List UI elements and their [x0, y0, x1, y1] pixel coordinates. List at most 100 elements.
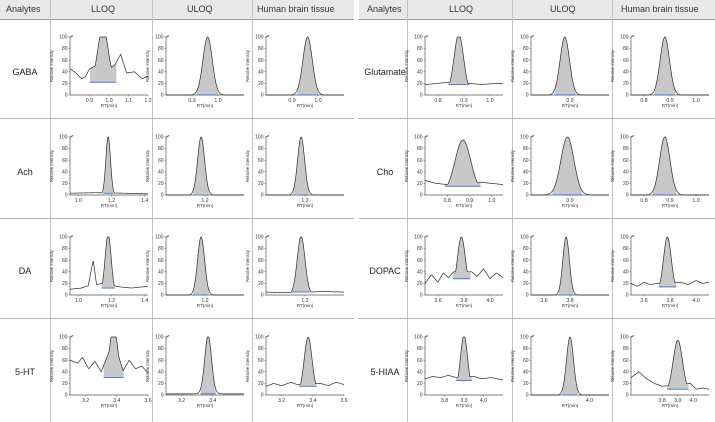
- peak-area: [558, 237, 574, 295]
- chromatogram-trace: [166, 236, 244, 296]
- y-tick-label: 60: [523, 58, 529, 64]
- y-tick-label: 20: [158, 81, 164, 87]
- column-divider: [512, 0, 513, 422]
- axis-top-marker: [69, 35, 74, 38]
- peak-area: [200, 337, 216, 394]
- x-tick-label: 1.0: [692, 98, 699, 104]
- y-tick-label: 40: [258, 169, 264, 175]
- x-tick-label: 0.9: [288, 98, 295, 104]
- x-axis-label: RT(min): [101, 303, 118, 308]
- y-tick-label: 20: [258, 381, 264, 387]
- x-tick-label: 3.9: [674, 398, 681, 404]
- left-panel: Analytes LLOQ ULOQ Human brain tissue GA…: [0, 0, 354, 422]
- y-tick-label: 40: [258, 69, 264, 75]
- peak-area: [452, 237, 471, 279]
- y-tick-label: 20: [623, 281, 629, 287]
- y-tick-label: 20: [623, 81, 629, 87]
- column-divider: [50, 0, 51, 422]
- header-lloq: LLOQ: [449, 4, 474, 14]
- axis-top-marker: [530, 335, 535, 338]
- y-tick-label: 20: [417, 181, 423, 187]
- y-tick-label: 100: [520, 335, 529, 341]
- y-tick-label: 80: [417, 46, 423, 52]
- column-divider: [612, 0, 613, 422]
- column-divider: [252, 0, 253, 422]
- x-tick-label: 1.2: [108, 298, 115, 304]
- x-tick-label: 4.0: [480, 398, 487, 404]
- y-axis-label: Relative Intensity: [245, 49, 250, 82]
- y-tick-label: 0: [65, 393, 68, 399]
- y-tick-label: 80: [258, 246, 264, 252]
- x-tick-label: 4.0: [690, 398, 697, 404]
- y-axis-label: Relative Intensity: [610, 349, 615, 382]
- right-panel: Analytes LLOQ ULOQ Human brain tissue Gl…: [359, 0, 715, 422]
- peak-area: [193, 237, 209, 295]
- y-tick-label: 100: [620, 135, 629, 141]
- x-tick-label: 0.8: [434, 98, 441, 104]
- chromatogram-dopac-lloq: Relative Intensity 0 20 40 60 80 100 3.6 3.8 4.0 R…: [404, 235, 504, 308]
- y-axis-label: Relative Intensity: [510, 149, 515, 182]
- axis-top-marker: [630, 35, 635, 38]
- y-tick-label: 0: [526, 193, 529, 199]
- chromatogram-5-ht-lloq: Relative Intensity 0 20 40 60 80 100 3.2 3.4 3.6 R…: [49, 335, 152, 408]
- x-axis-label: RT(min): [562, 303, 579, 308]
- x-tick-label: 4.0: [692, 298, 699, 304]
- y-tick-label: 40: [523, 69, 529, 75]
- chromatogram-trace: [69, 136, 149, 195]
- chromatogram-trace: [265, 236, 345, 294]
- y-tick-label: 60: [623, 258, 629, 264]
- y-tick-label: 80: [623, 346, 629, 352]
- y-tick-label: 20: [62, 281, 68, 287]
- y-axis-label: Relative Intensity: [49, 149, 54, 182]
- chromatogram-trace: [531, 36, 609, 96]
- x-tick-label: 3.6: [540, 298, 547, 304]
- x-tick-label: 1.0: [75, 298, 82, 304]
- x-axis-label: RT(min): [456, 303, 473, 308]
- y-tick-label: 100: [414, 135, 423, 141]
- peak-area: [652, 137, 677, 195]
- y-tick-label: 60: [62, 58, 68, 64]
- column-divider: [152, 0, 153, 422]
- y-tick-label: 20: [62, 381, 68, 387]
- row-divider: [359, 218, 715, 219]
- y-tick-label: 60: [417, 358, 423, 364]
- x-tick-label: 3.6: [640, 298, 647, 304]
- axis-top-marker: [424, 35, 429, 38]
- x-tick-label: 3.6: [434, 298, 441, 304]
- x-tick-label: 1.0: [488, 198, 495, 204]
- chromatogram-cho-tissue: Relative Intensity 0 20 40 60 80 100 0.8 0.9 1.0 R…: [610, 135, 709, 208]
- y-tick-label: 20: [158, 181, 164, 187]
- chromatogram-da-lloq: Relative Intensity 0 20 40 60 80 100 1.0 1.2 1.4 R…: [49, 235, 148, 308]
- y-tick-label: 60: [258, 258, 264, 264]
- peak-area: [293, 137, 309, 195]
- y-tick-label: 20: [158, 381, 164, 387]
- axis-top-marker: [165, 35, 170, 38]
- row-divider: [0, 218, 354, 219]
- chromatogram-trace: [424, 336, 504, 381]
- panel-gap: [354, 0, 359, 422]
- y-tick-label: 0: [261, 193, 264, 199]
- x-tick-label: 0.9: [666, 98, 673, 104]
- y-axis-label: Relative Intensity: [404, 249, 409, 282]
- chromatogram-trace: [266, 36, 344, 96]
- chromatogram-trace: [531, 136, 609, 196]
- x-tick-label: 3.2: [82, 398, 89, 404]
- chromatogram-trace: [631, 136, 709, 196]
- y-tick-label: 40: [258, 369, 264, 375]
- y-tick-label: 0: [65, 193, 68, 199]
- y-tick-label: 40: [623, 369, 629, 375]
- y-axis-label: Relative Intensity: [245, 149, 250, 182]
- x-axis-label: RT(min): [197, 403, 214, 408]
- x-axis-label: RT(min): [101, 403, 118, 408]
- y-tick-label: 80: [417, 346, 423, 352]
- y-tick-label: 20: [623, 381, 629, 387]
- chromatogram-dopac-uloq: Relative Intensity 0 20 40 60 80 100 3.6 3.8RT(m…: [510, 235, 609, 308]
- x-axis-label: RT(min): [297, 103, 314, 108]
- y-tick-label: 40: [417, 169, 423, 175]
- y-tick-label: 20: [62, 181, 68, 187]
- y-tick-label: 60: [523, 258, 529, 264]
- x-axis-label: RT(min): [662, 403, 679, 408]
- axis-top-marker: [265, 235, 270, 238]
- peak-area: [444, 139, 481, 187]
- chromatogram-glutamate-tissue: Relative Intensity 0 20 40 60 80 100 0.8 0.9 1.0 R…: [610, 35, 709, 108]
